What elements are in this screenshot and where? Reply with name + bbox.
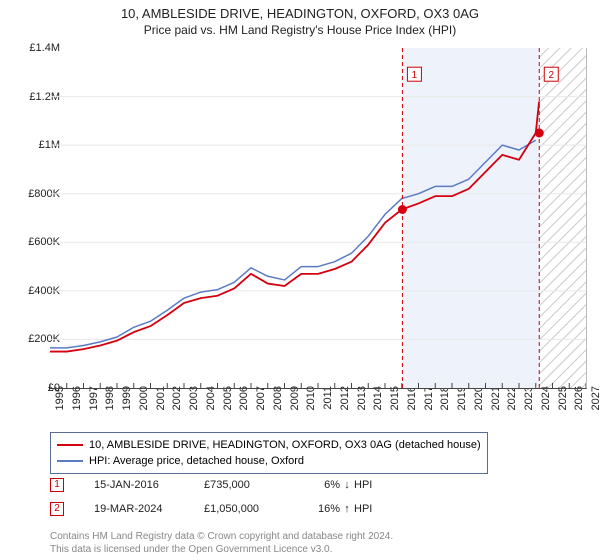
x-tick-label: 2008 [272,386,284,426]
tx2-delta: 16% [304,503,340,515]
x-tick-label: 1996 [71,386,83,426]
x-tick-label: 2004 [205,386,217,426]
x-tick-label: 2020 [473,386,485,426]
x-tick-label: 2022 [506,386,518,426]
arrow-up-icon [340,503,354,515]
legend-row-hpi: HPI: Average price, detached house, Oxfo… [57,453,481,469]
title-block: 10, AMBLESIDE DRIVE, HEADINGTON, OXFORD,… [0,0,600,37]
marker-badge-2: 2 [50,502,64,516]
chart-svg: 12 [50,48,586,388]
x-tick-label: 2009 [289,386,301,426]
x-tick-label: 2026 [573,386,585,426]
legend-box: 10, AMBLESIDE DRIVE, HEADINGTON, OXFORD,… [50,432,488,474]
tx2-vs: HPI [354,503,372,515]
x-tick-label: 2007 [255,386,267,426]
x-tick-label: 1999 [121,386,133,426]
x-tick-label: 2002 [171,386,183,426]
x-tick-label: 2016 [406,386,418,426]
x-tick-label: 2017 [423,386,435,426]
legend-swatch-hpi [57,460,83,462]
footer-line2: This data is licensed under the Open Gov… [50,543,393,556]
tx2-price: £1,050,000 [204,503,304,515]
arrow-down-icon [340,479,354,491]
tx1-delta: 6% [304,479,340,491]
transaction-row-2: 2 19-MAR-2024 £1,050,000 16% HPI [50,502,372,516]
x-tick-label: 2001 [155,386,167,426]
tx2-date: 19-MAR-2024 [94,503,204,515]
title-address: 10, AMBLESIDE DRIVE, HEADINGTON, OXFORD,… [0,6,600,21]
chart-area: 12 [50,48,587,389]
tx1-date: 15-JAN-2016 [94,479,204,491]
footer-line1: Contains HM Land Registry data © Crown c… [50,530,393,543]
title-subtitle: Price paid vs. HM Land Registry's House … [0,23,600,37]
x-tick-label: 2023 [523,386,535,426]
legend-label-hpi: HPI: Average price, detached house, Oxfo… [89,455,304,467]
x-tick-label: 2000 [138,386,150,426]
legend-label-price: 10, AMBLESIDE DRIVE, HEADINGTON, OXFORD,… [89,439,481,451]
x-tick-label: 2018 [439,386,451,426]
x-tick-label: 2011 [322,386,334,426]
legend-row-price: 10, AMBLESIDE DRIVE, HEADINGTON, OXFORD,… [57,437,481,453]
transaction-row-1: 1 15-JAN-2016 £735,000 6% HPI [50,478,372,492]
tx1-vs: HPI [354,479,372,491]
x-tick-label: 2024 [540,386,552,426]
x-tick-label: 2003 [188,386,200,426]
x-tick-label: 2006 [238,386,250,426]
chart-container: 10, AMBLESIDE DRIVE, HEADINGTON, OXFORD,… [0,0,600,560]
x-tick-label: 2025 [557,386,569,426]
x-tick-label: 1997 [88,386,100,426]
x-tick-label: 2010 [305,386,317,426]
x-tick-label: 2027 [590,386,600,426]
tx1-price: £735,000 [204,479,304,491]
legend-swatch-price [57,444,83,446]
marker-badge-1: 1 [50,478,64,492]
x-tick-label: 2014 [372,386,384,426]
x-tick-label: 2015 [389,386,401,426]
x-tick-label: 2005 [222,386,234,426]
svg-text:1: 1 [412,70,418,81]
svg-text:2: 2 [548,70,554,81]
x-tick-label: 2012 [339,386,351,426]
footer-attribution: Contains HM Land Registry data © Crown c… [50,530,393,556]
x-tick-label: 1995 [54,386,66,426]
x-tick-label: 2019 [456,386,468,426]
x-tick-label: 2021 [490,386,502,426]
x-tick-label: 1998 [104,386,116,426]
x-tick-label: 2013 [356,386,368,426]
